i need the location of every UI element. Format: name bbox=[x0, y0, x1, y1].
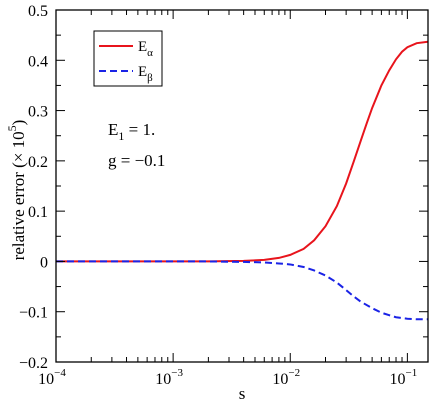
y-tick-label: −0.1 bbox=[19, 305, 48, 322]
y-tick-label: −0.2 bbox=[19, 355, 48, 372]
y-tick-label: 0.1 bbox=[28, 204, 48, 221]
series-line-beta bbox=[56, 260, 428, 321]
x-tick-label: 10−1 bbox=[390, 367, 418, 388]
legend-label-beta: Eβ bbox=[138, 64, 153, 84]
series-line-alpha bbox=[56, 40, 428, 263]
y-tick-label: 0.2 bbox=[28, 154, 48, 171]
y-tick-label: 0.4 bbox=[28, 53, 48, 70]
legend-box bbox=[93, 30, 163, 87]
y-tick-label: 0 bbox=[40, 254, 48, 271]
y-tick-label: 0.5 bbox=[28, 3, 48, 20]
y-tick-label: 0.3 bbox=[28, 104, 48, 121]
x-tick-label: 10−4 bbox=[38, 367, 66, 388]
annotation-e1: E1 = 1. bbox=[108, 120, 155, 143]
legend-label-alpha: Eα bbox=[138, 39, 153, 59]
x-tick-label: 10−2 bbox=[272, 367, 300, 388]
annotation-g: g = −0.1 bbox=[108, 151, 165, 170]
x-axis-label: s bbox=[239, 384, 246, 403]
y-axis-label: relative error (× 105) bbox=[5, 120, 28, 261]
legend: Eα Eβ bbox=[93, 30, 163, 87]
x-tick-label: 10−3 bbox=[155, 367, 183, 388]
